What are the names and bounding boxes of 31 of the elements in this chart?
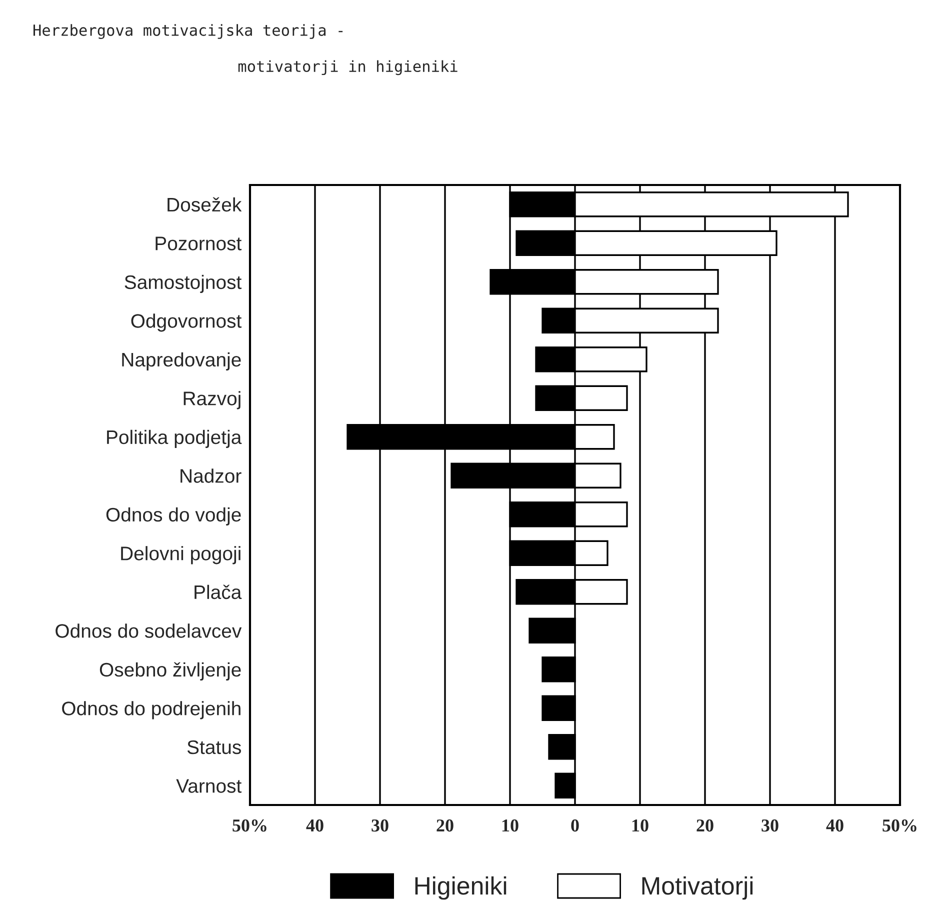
y-tick-label: Varnost [176,779,242,793]
y-tick-label: Dosežek [168,197,242,212]
y-tick-label: Samostojnost [124,274,242,293]
y-tick-label: Nadzor [180,468,242,483]
x-tick-label: 20 [436,819,454,832]
y-tick-label: Osebno življenje [100,662,241,680]
x-tick-label: 40 [826,819,844,832]
y-tick-label: Politika podjetja [107,430,242,448]
x-tick-label: 30 [762,819,778,832]
y-tick-label: Razvoj [184,391,240,410]
x-tick-label: 0 [571,819,579,832]
y-tick-label: Odnos do podrejenih [62,701,240,720]
x-tick-label: 10 [632,819,648,832]
y-tick-label: Status [187,740,241,754]
chart-subtitle: motivatorji in higieniki [238,60,458,76]
x-tick-label: 20 [696,819,714,832]
y-tick-label: Odnos do vodje [106,507,241,526]
x-tick-label: 50% [882,819,916,832]
x-tick-label: 40 [306,819,324,832]
y-tick-label: Delovni pogoji [121,546,240,564]
y-tick-label: Napredovanje [122,352,241,370]
y-tick-label: Odnos do sodelavcev [56,624,242,638]
chart-title: Herzbergova motivacijska teorija - [34,24,343,40]
x-tick-label: 30 [372,819,388,832]
y-tick-label: Plača [194,584,242,600]
legend-label: Motivatorji [642,876,753,900]
x-tick-label: 50% [232,819,266,832]
x-tick-label: 10 [502,819,518,832]
legend-label: Higieniki [415,876,506,900]
y-tick-label: Odgovornost [131,314,242,332]
y-tick-label: Pozornost [156,236,242,250]
